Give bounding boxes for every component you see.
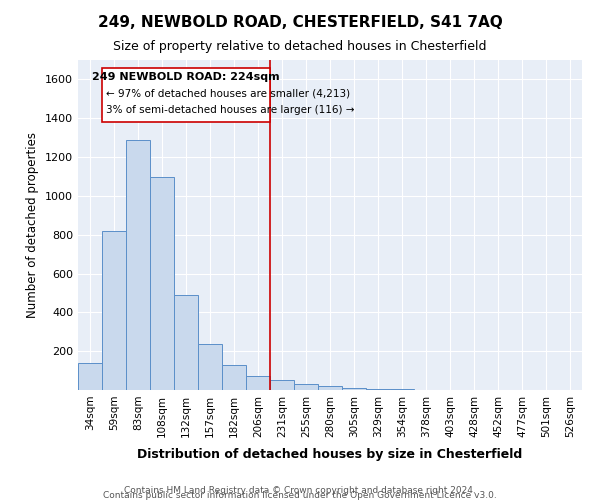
Bar [246, 376, 270, 390]
X-axis label: Distribution of detached houses by size in Chesterfield: Distribution of detached houses by size … [137, 448, 523, 461]
Bar [174, 295, 198, 390]
Bar [222, 365, 246, 390]
Text: 3% of semi-detached houses are larger (116) →: 3% of semi-detached houses are larger (1… [106, 104, 354, 115]
Y-axis label: Number of detached properties: Number of detached properties [26, 132, 40, 318]
Text: 249 NEWBOLD ROAD: 224sqm: 249 NEWBOLD ROAD: 224sqm [92, 72, 280, 82]
Text: ← 97% of detached houses are smaller (4,213): ← 97% of detached houses are smaller (4,… [106, 88, 350, 98]
Text: Size of property relative to detached houses in Chesterfield: Size of property relative to detached ho… [113, 40, 487, 53]
FancyBboxPatch shape [102, 68, 270, 122]
Text: Contains HM Land Registry data © Crown copyright and database right 2024.: Contains HM Land Registry data © Crown c… [124, 486, 476, 495]
Bar [150, 178, 174, 390]
Bar [102, 231, 126, 390]
Bar [366, 389, 390, 390]
Bar [198, 344, 222, 390]
Bar [126, 140, 150, 390]
Text: Contains public sector information licensed under the Open Government Licence v3: Contains public sector information licen… [103, 491, 497, 500]
Bar [78, 363, 102, 390]
Bar [342, 388, 366, 390]
Bar [318, 386, 342, 390]
Text: 249, NEWBOLD ROAD, CHESTERFIELD, S41 7AQ: 249, NEWBOLD ROAD, CHESTERFIELD, S41 7AQ [98, 15, 502, 30]
Bar [294, 384, 318, 390]
Bar [270, 380, 294, 390]
